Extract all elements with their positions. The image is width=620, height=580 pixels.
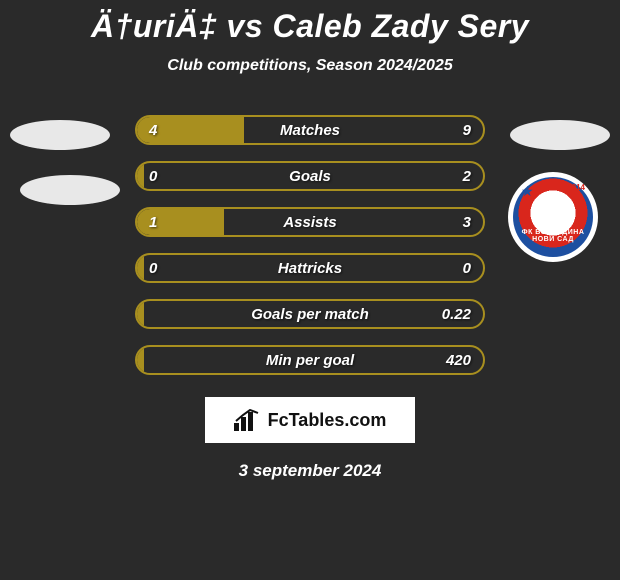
stat-row: 0 Hattricks 0 [135, 253, 485, 283]
stat-row: Goals per match 0.22 [135, 299, 485, 329]
club-name-text: ФК ВОЈВОДИНА НОВИ САД [513, 229, 593, 243]
subtitle: Club competitions, Season 2024/2025 [0, 57, 620, 75]
stat-fill [137, 301, 144, 327]
stat-value-left: 0 [149, 260, 157, 277]
stat-value-right: 0.22 [442, 306, 471, 323]
stat-value-right: 3 [463, 214, 471, 231]
stat-label: Hattricks [278, 260, 342, 277]
stat-fill [137, 255, 144, 281]
stat-label: Assists [283, 214, 336, 231]
stat-row: 1 Assists 3 [135, 207, 485, 237]
footer-date: 3 september 2024 [0, 461, 620, 481]
club-right-badge: ★ 1914 ФК ВОЈВОДИНА НОВИ САД [508, 172, 598, 262]
club-year: 1914 [567, 183, 585, 192]
stat-value-left: 0 [149, 168, 157, 185]
page-title: Ä†uriÄ‡ vs Caleb Zady Sery [0, 0, 620, 45]
branding-banner: FcTables.com [205, 397, 415, 443]
club-text-bottom: НОВИ САД [513, 236, 593, 243]
club-badge-graphic: ★ 1914 ФК ВОЈВОДИНА НОВИ САД [513, 177, 593, 257]
branding-text: FcTables.com [268, 410, 387, 431]
stat-fill [137, 347, 144, 373]
stat-label: Goals per match [251, 306, 369, 323]
stat-row: 0 Goals 2 [135, 161, 485, 191]
stat-value-left: 1 [149, 214, 157, 231]
stat-value-right: 9 [463, 122, 471, 139]
stat-value-right: 2 [463, 168, 471, 185]
stat-row: 4 Matches 9 [135, 115, 485, 145]
star-icon: ★ [521, 183, 534, 200]
stat-label: Min per goal [266, 352, 354, 369]
stats-container: 4 Matches 9 0 Goals 2 1 Assists 3 0 Hattricks 0 Goal… [135, 115, 485, 375]
stat-label: Goals [289, 168, 331, 185]
stat-fill [137, 163, 144, 189]
fctables-logo-icon [234, 409, 262, 431]
player-right-avatar [510, 120, 610, 150]
club-left-badge [20, 175, 120, 205]
stat-label: Matches [280, 122, 340, 139]
stat-value-right: 0 [463, 260, 471, 277]
stat-value-right: 420 [446, 352, 471, 369]
stat-value-left: 4 [149, 122, 157, 139]
player-left-avatar [10, 120, 110, 150]
club-text-top: ФК ВОЈВОДИНА [513, 229, 593, 236]
stat-row: Min per goal 420 [135, 345, 485, 375]
